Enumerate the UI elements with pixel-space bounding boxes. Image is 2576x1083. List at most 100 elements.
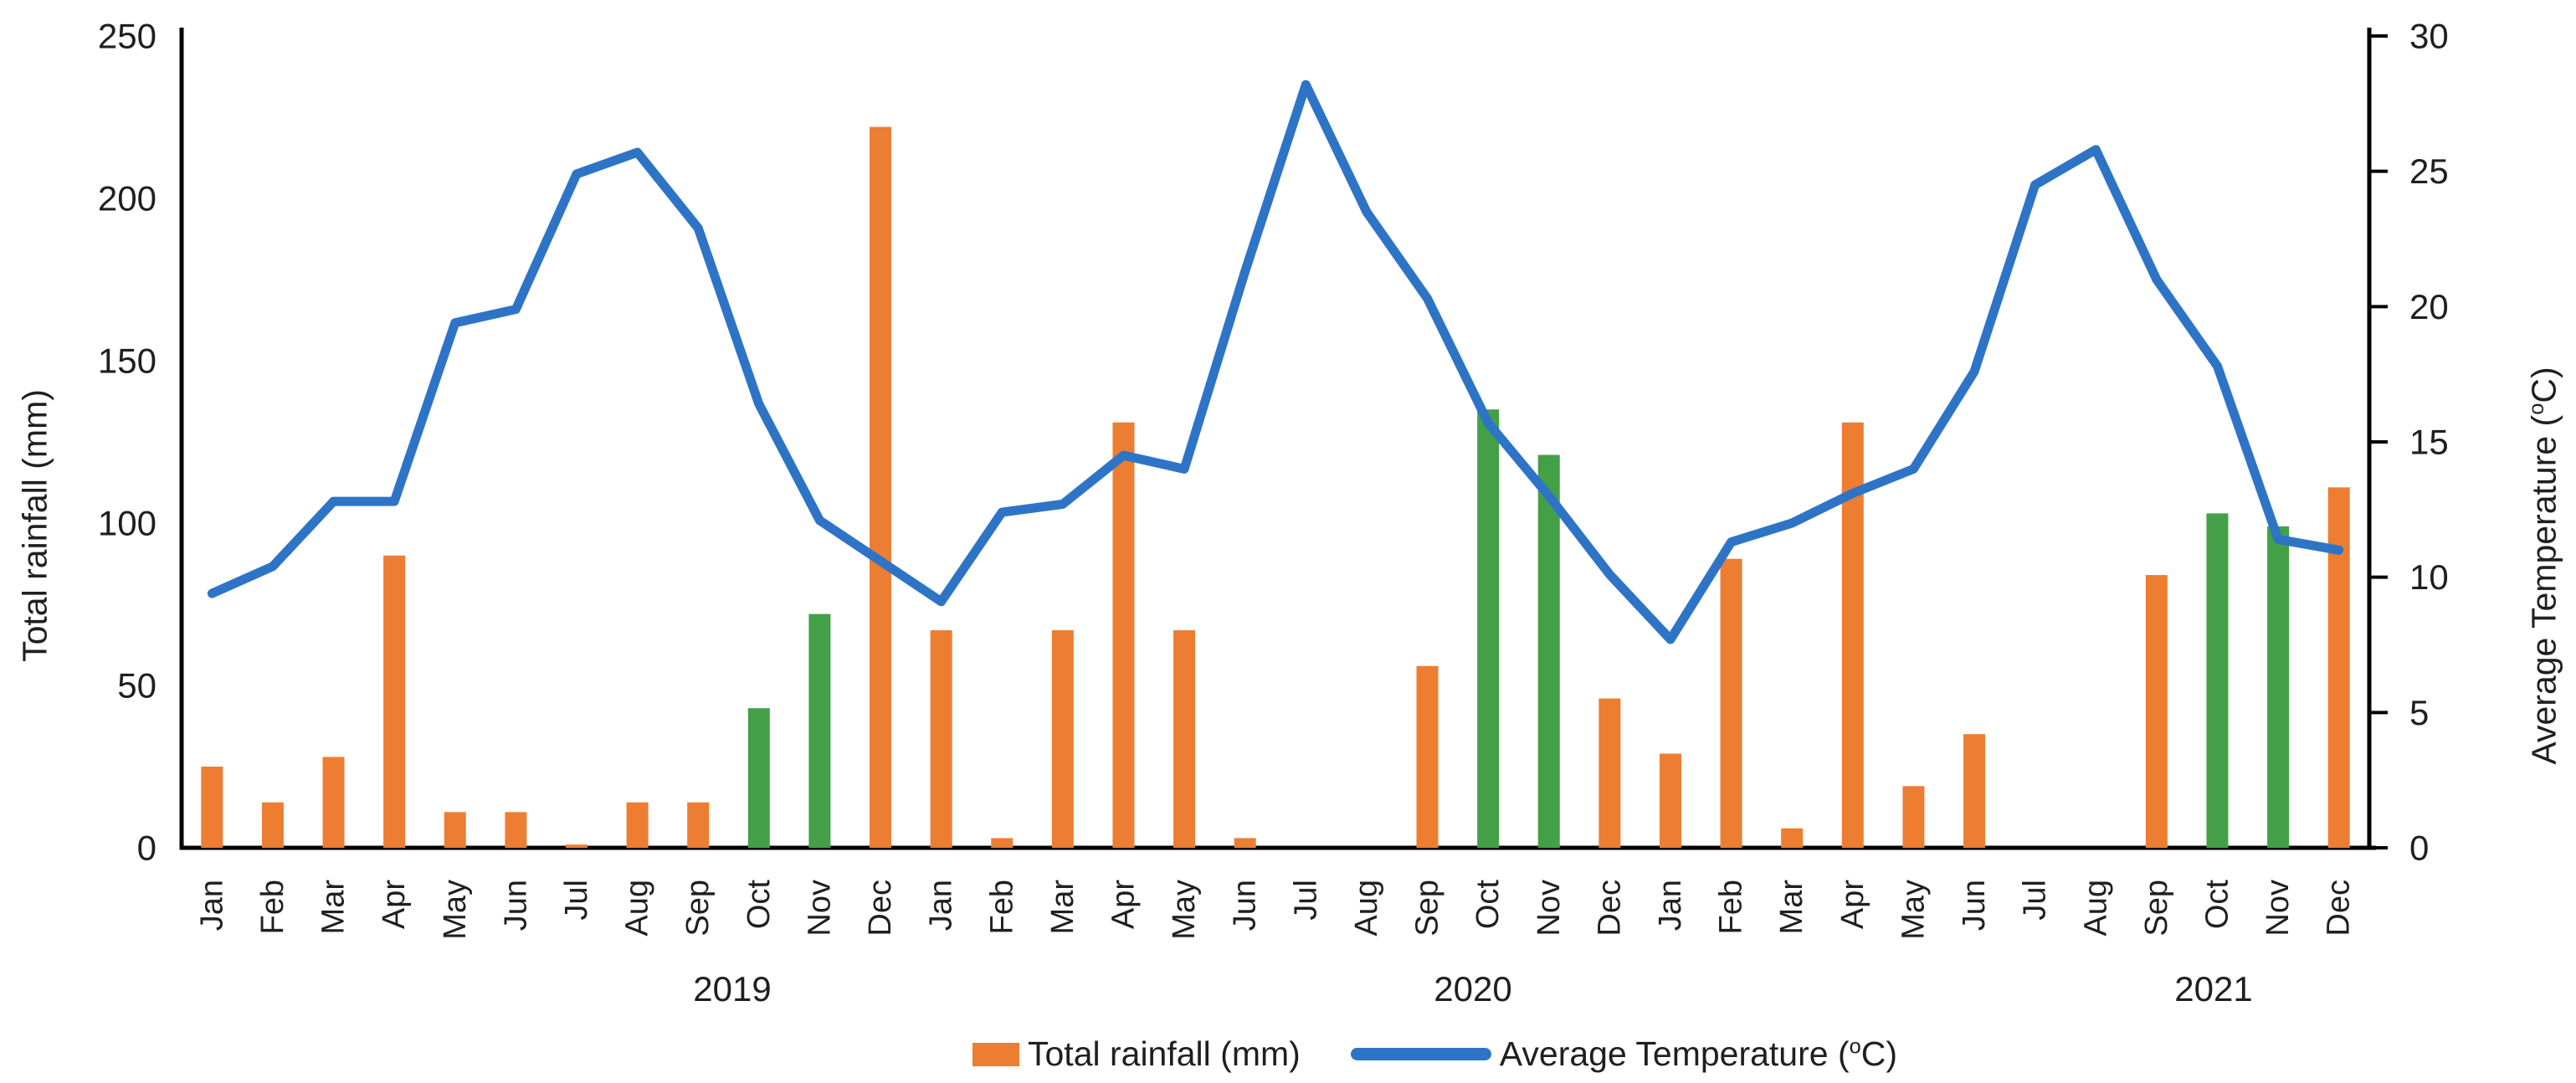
month-label: Feb: [984, 880, 1019, 934]
month-label: Nov: [1532, 880, 1567, 937]
left-axis-tick-labels: 250 200 150 100 50 0: [98, 17, 157, 868]
rain-bar: [1477, 409, 1500, 848]
rain-bar: [2145, 575, 2168, 848]
month-label: Oct: [1470, 880, 1506, 930]
left-tick-label: 100: [98, 504, 157, 543]
month-label: Jul: [1288, 880, 1323, 921]
month-label: Nov: [802, 880, 837, 937]
rain-bar: [870, 126, 892, 848]
rain-bar: [1051, 630, 1074, 848]
month-label: May: [438, 880, 473, 940]
month-label: Apr: [1835, 880, 1870, 929]
month-label: Mar: [1774, 880, 1809, 935]
temperature-line: [207, 80, 2344, 644]
rain-bar: [626, 802, 649, 848]
month-label: Dec: [1592, 880, 1627, 937]
right-tick-label: 20: [2409, 287, 2449, 326]
left-tick-label: 150: [98, 341, 157, 381]
right-axis-ticks: 30 25 20 15 10 5 0: [2369, 17, 2449, 868]
month-label: Jul: [2018, 880, 2053, 921]
right-tick-label: 30: [2409, 17, 2449, 56]
right-axis-title: Average Temperature (oC): [2524, 367, 2563, 765]
rain-bar: [505, 812, 527, 848]
rain-bar: [1537, 454, 1560, 848]
rain-bar: [565, 844, 588, 848]
month-label: Jan: [924, 880, 959, 931]
rain-bar: [322, 757, 345, 848]
legend-item-temperature: Average Temperature (oC): [1350, 1034, 1898, 1074]
right-tick-label: 25: [2409, 151, 2449, 191]
month-label: Aug: [620, 880, 655, 937]
month-label: Jan: [1653, 880, 1688, 931]
month-label: Aug: [2078, 880, 2113, 937]
month-label: Dec: [863, 880, 898, 937]
rain-bar: [444, 812, 466, 848]
year-labels: 2019 2020 2021: [693, 969, 2252, 1009]
right-tick-label: 15: [2409, 423, 2449, 462]
month-label: Jun: [498, 880, 533, 931]
month-label: Feb: [1714, 880, 1749, 934]
year-label: 2021: [2174, 969, 2252, 1009]
month-label: Jun: [1228, 880, 1263, 931]
rain-bar: [261, 802, 284, 848]
rain-bar: [1173, 630, 1196, 848]
legend: Total rainfall (mm) Average Temperature …: [972, 1034, 1897, 1074]
legend-label-rainfall: Total rainfall (mm): [1028, 1034, 1301, 1073]
month-label: Apr: [377, 880, 412, 929]
month-labels: Jan Feb Mar Apr May Jun Jul Aug Sep Oct Nov Dec Jan F…: [194, 880, 2356, 940]
left-tick-label: 50: [117, 666, 157, 706]
year-label: 2019: [693, 969, 771, 1009]
rain-bar: [1112, 422, 1135, 848]
rain-bar: [1720, 558, 1742, 848]
month-label: May: [1167, 880, 1202, 940]
rain-bar: [1902, 786, 1925, 848]
month-label: Nov: [2260, 880, 2296, 937]
month-label: Oct: [741, 880, 777, 930]
month-label: Sep: [1410, 880, 1445, 937]
right-tick-label: 0: [2409, 829, 2429, 868]
rainfall-bars: [201, 126, 2350, 848]
month-label: Dec: [2322, 880, 2357, 937]
month-label: Mar: [316, 880, 352, 935]
month-label: Sep: [680, 880, 716, 937]
year-label: 2020: [1434, 969, 1511, 1009]
right-tick-label: 10: [2409, 557, 2449, 597]
left-axis-title: Total rainfall (mm): [15, 389, 54, 662]
rain-bar: [1416, 665, 1439, 848]
month-label: Apr: [1106, 880, 1141, 929]
rain-bar: [1598, 698, 1621, 848]
month-label: Mar: [1045, 880, 1080, 935]
temperature-swatch-icon: [1350, 1048, 1491, 1060]
month-label: Jan: [194, 880, 229, 931]
rain-bar: [2327, 487, 2350, 848]
rainfall-swatch-icon: [972, 1042, 1019, 1066]
rain-bar: [687, 802, 710, 848]
rain-bar: [1781, 828, 1804, 848]
rain-bar: [808, 613, 831, 848]
left-tick-label: 200: [98, 179, 157, 218]
legend-label-temperature: Average Temperature (oC): [1499, 1034, 1898, 1073]
rain-bar: [747, 708, 770, 848]
month-label: Oct: [2199, 880, 2235, 930]
rain-bar: [1963, 734, 1986, 848]
month-label: May: [1896, 880, 1931, 940]
right-tick-label: 5: [2409, 693, 2429, 732]
rain-bar: [201, 767, 223, 848]
axes: [179, 28, 2376, 850]
month-label: Aug: [1349, 880, 1384, 937]
rain-bar: [383, 555, 406, 848]
rain-bar: [991, 838, 1013, 848]
rain-bar: [930, 630, 952, 848]
rain-bar: [2206, 513, 2229, 848]
legend-item-rainfall: Total rainfall (mm): [972, 1034, 1301, 1074]
month-label: Jun: [1957, 880, 1992, 931]
month-label: Jul: [559, 880, 594, 921]
left-tick-label: 0: [137, 829, 157, 868]
rain-bar: [1659, 753, 1681, 848]
rain-bar: [1234, 838, 1256, 848]
rain-bar: [2267, 526, 2290, 848]
month-label: Sep: [2139, 880, 2174, 937]
left-tick-label: 250: [98, 17, 157, 56]
